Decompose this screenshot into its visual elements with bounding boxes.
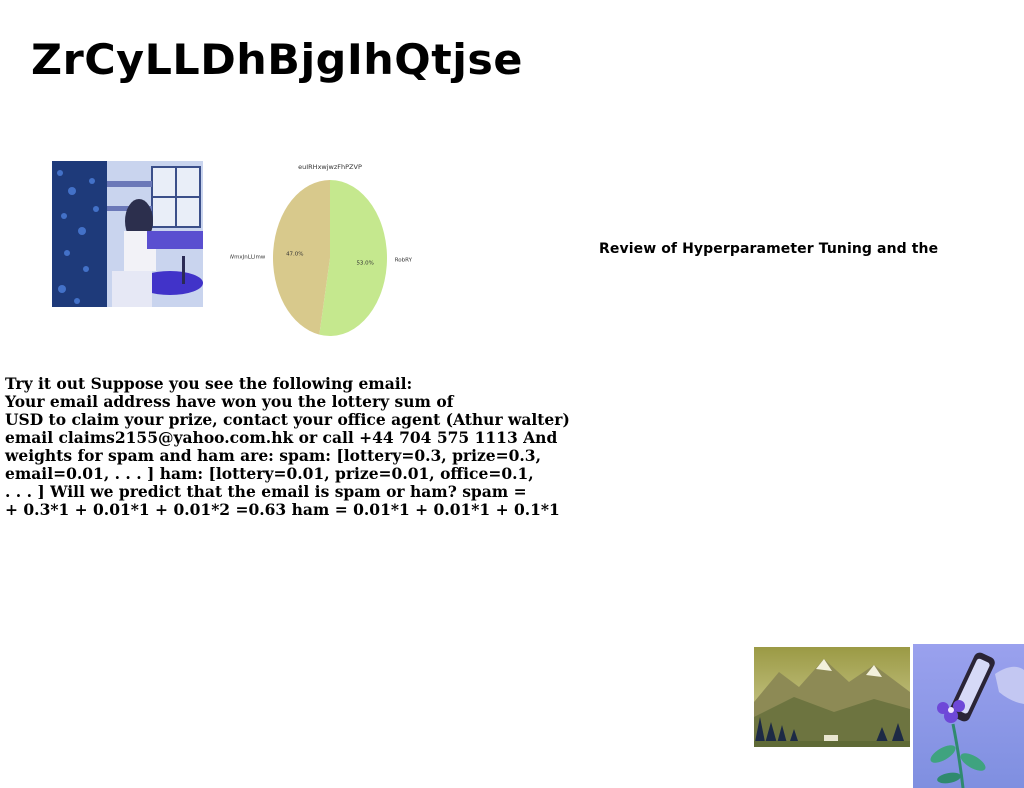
pie-category-label: WmxJnLLlmw xyxy=(230,255,266,261)
page-title: ZrCyLLDhBjgIhQtjse xyxy=(31,35,523,84)
chart-title: euIRHxwjwzFhPZVP xyxy=(298,163,362,171)
pie-slice-WmxJnLLlmw xyxy=(273,180,330,335)
body-text: Try it out Suppose you see the following… xyxy=(5,375,605,519)
pie-slice-RobRY xyxy=(319,180,387,336)
pie-chart: euIRHxwjwzFhPZVP 53.0% RobRY 47.0% WmxJnLLl… xyxy=(230,158,430,343)
body-line: Your email address have won you the lott… xyxy=(5,392,454,411)
body-line: weights for spam and ham are: spam: [lot… xyxy=(5,446,541,465)
pie-value-label: 53.0% xyxy=(356,261,373,267)
body-line: USD to claim your prize, contact your of… xyxy=(5,410,570,429)
review-heading: Review of Hyperparameter Tuning and the xyxy=(599,241,939,257)
mountain-photo xyxy=(754,647,910,747)
body-line: email claims2155@yahoo.com.hk or call +4… xyxy=(5,428,558,447)
pie-value-label: 47.0% xyxy=(286,251,303,257)
body-line: email=0.01, . . . ] ham: [lottery=0.01, … xyxy=(5,464,534,483)
body-line: . . . ] Will we predict that the email i… xyxy=(5,482,527,501)
flower-photo xyxy=(913,644,1024,788)
kitchen-photo xyxy=(52,161,203,307)
body-line: + 0.3*1 + 0.01*1 + 0.01*2 =0.63 ham = 0.… xyxy=(5,500,560,519)
pie-category-label: RobRY xyxy=(395,257,413,263)
body-line: Try it out Suppose you see the following… xyxy=(5,374,413,393)
